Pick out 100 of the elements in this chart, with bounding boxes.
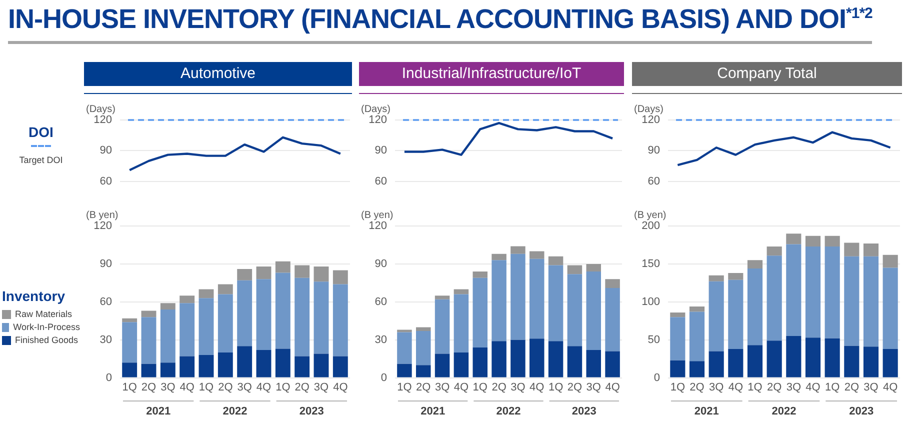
bar — [529, 251, 544, 259]
bar — [548, 256, 564, 266]
bar — [160, 362, 176, 378]
text: 2023 — [849, 406, 874, 418]
text: IN-HOUSE INVENTORY (FINANCIAL ACCOUNTING BASIS) AND DOI$^{*1*2}$ — [8, 4, 872, 44]
bar — [567, 346, 582, 378]
bar — [454, 289, 469, 294]
bar — [275, 348, 290, 378]
bar — [160, 303, 176, 310]
bar — [766, 246, 782, 256]
x-tick-label: 4Q — [454, 381, 469, 394]
bar — [548, 341, 564, 378]
bar — [882, 348, 898, 378]
bar — [472, 272, 488, 278]
bar — [180, 303, 195, 356]
bar — [218, 294, 233, 352]
x-tick-label: 4Q — [605, 381, 620, 394]
bar — [218, 284, 233, 294]
bar — [567, 265, 582, 274]
bar — [670, 312, 686, 318]
bar — [314, 354, 329, 378]
y-tick-label: 120 — [94, 220, 112, 232]
x-tick-label: 3Q — [314, 381, 330, 394]
bar — [472, 278, 488, 348]
bar — [294, 356, 310, 378]
y-tick-label: 120 — [94, 114, 112, 126]
bar — [434, 296, 450, 300]
bar — [332, 284, 348, 356]
bar — [122, 318, 138, 322]
bar — [294, 278, 310, 356]
x-tick-label: 1Q — [472, 381, 488, 394]
bar — [863, 256, 879, 347]
legend-label: Raw Materials — [15, 309, 72, 319]
bar — [510, 340, 526, 378]
legend-label: Work-In-Process — [13, 322, 80, 332]
x-tick-label: 2Q — [141, 381, 157, 394]
text: 2022 — [496, 406, 521, 418]
bar — [397, 330, 412, 332]
bar — [824, 338, 840, 378]
legend-title: DOI — [28, 124, 54, 140]
bar — [548, 265, 564, 342]
y-axis-title: (B yen) — [361, 210, 394, 221]
bar — [805, 236, 821, 246]
bar — [670, 317, 686, 360]
bar — [824, 236, 840, 246]
y-tick-label: 90 — [648, 144, 660, 157]
text: 2021 — [694, 406, 719, 418]
bar — [786, 244, 802, 336]
bar — [786, 336, 802, 378]
x-tick-label: 4Q — [806, 381, 821, 394]
bar — [237, 269, 252, 280]
bar — [824, 246, 840, 338]
y-tick-label: 120 — [368, 114, 387, 126]
bar — [256, 279, 272, 350]
x-tick-label: 4Q — [180, 381, 195, 394]
bar — [314, 282, 329, 354]
bar — [472, 347, 488, 378]
x-tick-label: 1Q — [198, 381, 214, 394]
bar — [397, 332, 412, 364]
bar — [294, 265, 310, 278]
bar — [180, 356, 195, 378]
bar — [198, 355, 214, 378]
bar — [492, 254, 506, 260]
bar — [882, 254, 898, 268]
y-tick-label: 0 — [106, 372, 112, 384]
x-tick-label: 4Q — [333, 381, 348, 394]
bar — [218, 352, 233, 378]
text: 2023 — [572, 406, 596, 418]
y-tick-label: 60 — [648, 175, 660, 188]
bar — [180, 296, 195, 304]
y-tick-label: 50 — [648, 334, 660, 346]
x-tick-label: 4Q — [530, 381, 545, 394]
bar — [766, 340, 782, 378]
x-tick-label: 2Q — [844, 381, 860, 394]
bar — [605, 288, 620, 352]
bar — [122, 362, 138, 378]
legend-label: Finished Goods — [15, 335, 78, 345]
chart-title: Industrial/Infrastructure/IoT — [359, 62, 624, 86]
bar — [670, 360, 686, 378]
legend-title: Inventory — [2, 288, 66, 304]
x-tick-label: 2Q — [294, 381, 310, 394]
bar — [275, 261, 290, 273]
x-tick-label: 3Q — [237, 381, 252, 394]
bar — [510, 254, 526, 340]
bar — [747, 345, 763, 378]
chart-title: Company Total — [632, 62, 902, 86]
bar — [332, 270, 348, 284]
text: 2022 — [772, 406, 796, 418]
bar — [141, 310, 156, 318]
bar — [567, 274, 582, 346]
bar — [434, 299, 450, 354]
bar — [805, 246, 821, 338]
bar — [586, 264, 602, 272]
x-tick-label: 2Q — [567, 381, 582, 394]
y-tick-label: 30 — [374, 334, 387, 346]
y-axis-title: (Days) — [634, 104, 664, 115]
bar — [689, 306, 705, 312]
x-tick-label: 3Q — [786, 381, 802, 394]
bar — [141, 317, 156, 364]
y-tick-label: 90 — [100, 144, 112, 157]
